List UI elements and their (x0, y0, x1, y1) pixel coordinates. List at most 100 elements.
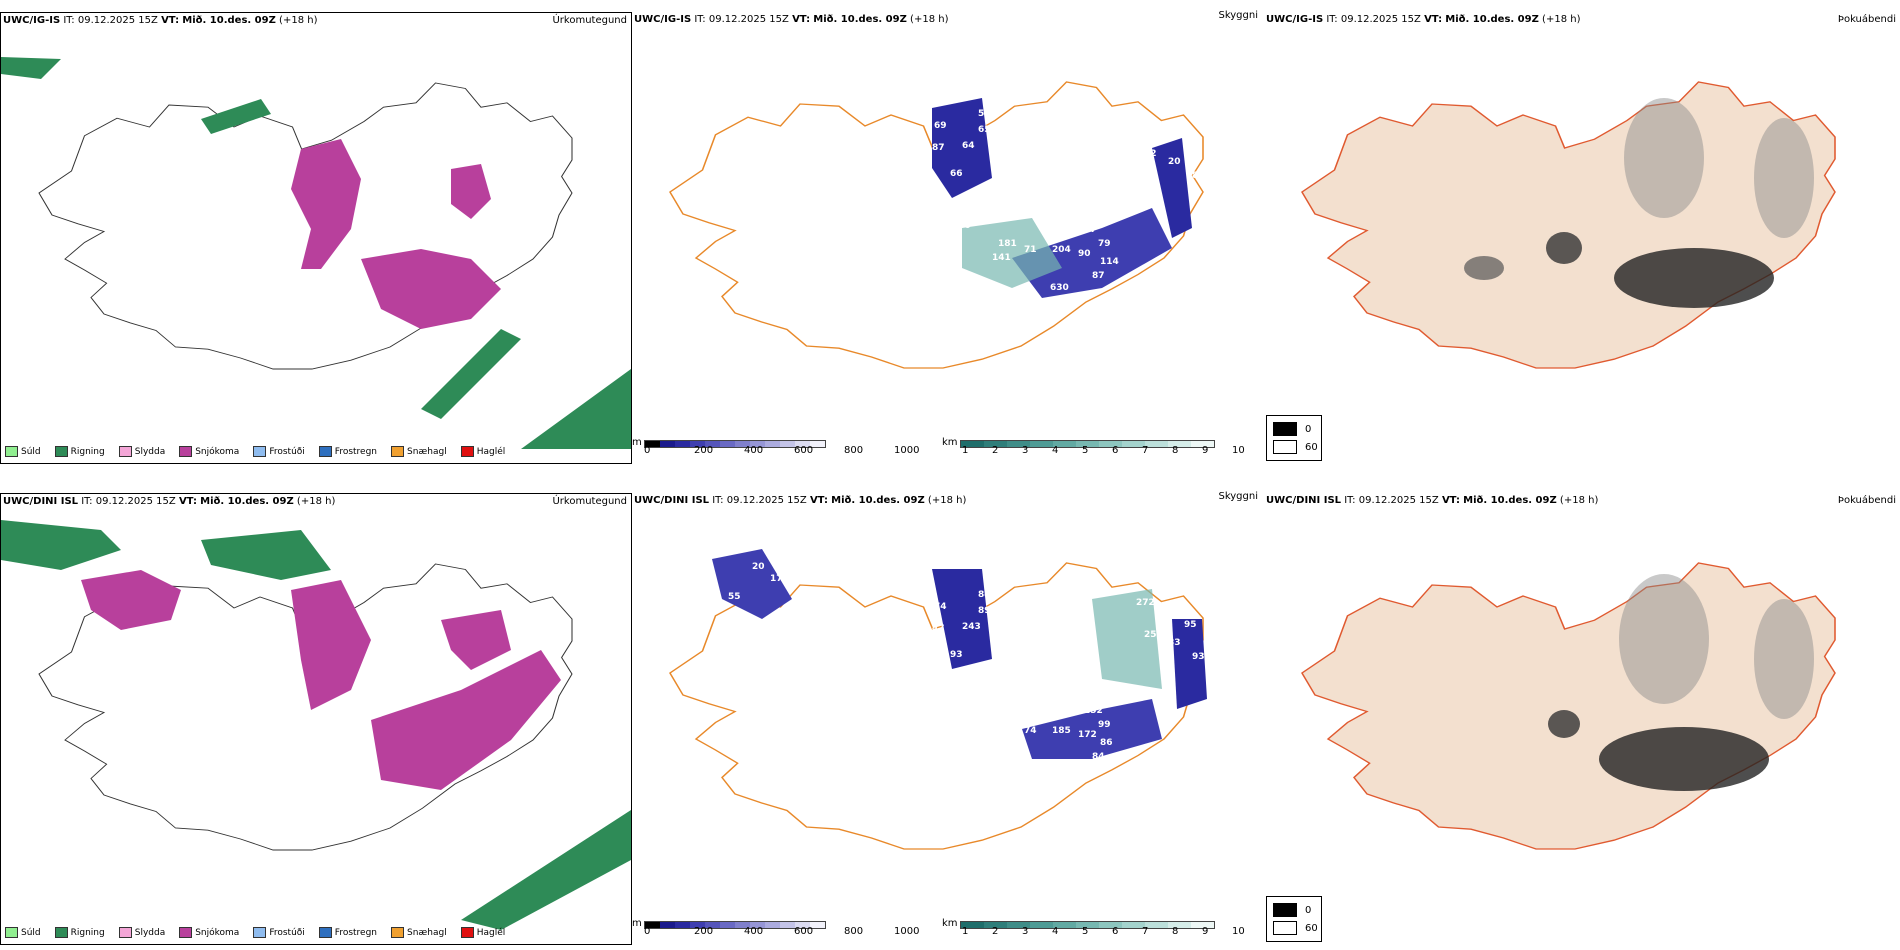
vis-number: 20 (752, 562, 765, 572)
legend-swatch (460, 446, 474, 457)
legend-item: Frostregn (318, 927, 387, 938)
elevation-unit: m (632, 437, 642, 448)
snow-area (441, 610, 511, 670)
vis-number: 132 (1068, 820, 1087, 830)
vis-number: 88 (1170, 612, 1183, 622)
vis-number: 16 (984, 181, 997, 191)
vis-number: 99 (1098, 720, 1111, 730)
rain-area (201, 99, 271, 134)
vis-number: 20 (1168, 157, 1181, 167)
vis-number: 630 (1050, 283, 1069, 293)
vis-number: 84 (1092, 752, 1105, 762)
fog-map-1 (1301, 81, 1836, 369)
rain-area (521, 369, 631, 449)
vis-title-2: UWC/DINI ISL IT: 09.12.2025 15Z VT: Mið.… (634, 495, 967, 506)
vis-number: 141 (992, 253, 1011, 263)
vis-number: 17 (770, 574, 783, 584)
fog-title-1: UWC/IG-IS IT: 09.12.2025 15Z VT: Mið. 10… (1266, 14, 1581, 25)
precip-title-1: UWC/IG-IS IT: 09.12.2025 15Z VT: Mið. 10… (3, 15, 318, 26)
elevation-strip (643, 921, 826, 929)
low-vis-area (932, 98, 992, 198)
precip-panel-1: UWC/IG-IS IT: 09.12.2025 15Z VT: Mið. 10… (0, 12, 632, 464)
legend-swatch (391, 446, 405, 457)
vis-number: 16 (994, 156, 1007, 166)
vis-strip (959, 921, 1215, 929)
legend-item: Snæhagl (391, 927, 457, 938)
vis-number: 272 (1136, 598, 1155, 608)
vis-number: 32 (1144, 149, 1157, 159)
precip-legend-1: Súld Rigning Slydda Snjókoma Frostúði Fr… (5, 446, 515, 457)
vis-number: 65 (1170, 131, 1183, 141)
vis-number: 55 (978, 109, 991, 119)
low-vis-area (1012, 208, 1172, 298)
vis-number: 82 (1192, 171, 1205, 181)
snow-area (81, 570, 181, 630)
fog-type-label-1: Þokuábendi (1837, 14, 1896, 25)
legend-item: Slydda (118, 446, 175, 457)
precip-map-2 (1, 520, 631, 930)
fog-legend-2: 0 60 (1266, 896, 1322, 942)
vis-number: 47 (932, 624, 945, 634)
legend-item: Rigning (54, 446, 115, 457)
vis-number: 93 (950, 650, 963, 660)
vis-number: 12 (1030, 682, 1043, 692)
precip-legend-2: Súld Rigning Slydda Snjókoma Frostúði Fr… (5, 927, 515, 938)
elevation-colorbar-2: m 0 200 400 600 800 1000 (632, 918, 919, 937)
vis-number: 204 (1052, 245, 1071, 255)
legend-swatch (5, 927, 18, 938)
vis-number: 71 (1024, 245, 1037, 255)
vis-number: 74 (934, 602, 947, 612)
legend-item: Rigning (54, 927, 115, 938)
rain-area (201, 530, 331, 580)
legend-item: Frostregn (318, 446, 387, 457)
legend-swatch (5, 446, 18, 457)
elevation-unit: m (632, 918, 642, 929)
legend-swatch (391, 927, 405, 938)
vis-panel-2: UWC/DINI ISL IT: 09.12.2025 15Z VT: Mið.… (632, 491, 1322, 945)
vis-strip (959, 440, 1215, 448)
legend-swatch (54, 446, 68, 457)
legend-item: Haglél (460, 927, 516, 938)
vis-panel-1: UWC/IG-IS IT: 09.12.2025 15Z VT: Mið. 10… (632, 10, 1322, 464)
legend-swatch (253, 446, 267, 457)
vis-type-label-2: Skyggni (1218, 491, 1258, 502)
elevation-colorbar-1: m 0 200 400 600 800 1000 (632, 437, 919, 456)
legend-item: Frostúði (253, 927, 314, 938)
precip-title-2: UWC/DINI ISL IT: 09.12.2025 15Z VT: Mið.… (3, 496, 336, 507)
fog-area (1546, 232, 1582, 264)
elevation-ticks: 0 200 400 600 800 1000 (644, 445, 920, 456)
vis-number: 87 (932, 143, 945, 153)
vis-number: 255 (1144, 630, 1163, 640)
vis-number: 84 (978, 590, 991, 600)
legend-item: Súld (5, 446, 51, 457)
vis-number: 69 (934, 121, 947, 131)
vis-number: 66 (950, 169, 963, 179)
legend-item: Snjókoma (179, 446, 249, 457)
rain-area (1, 520, 121, 570)
vis-number: 72 (992, 734, 1005, 744)
snow-area (371, 650, 561, 790)
vis-number: 66 (994, 637, 1007, 647)
legend-item: Snjókoma (179, 927, 249, 938)
vis-number: 87 (1084, 225, 1097, 235)
legend-swatch (118, 446, 132, 457)
fog-area (1599, 727, 1769, 791)
snow-area (451, 164, 491, 219)
rain-area (421, 329, 521, 419)
vis-haze (962, 218, 1062, 288)
vis-number: 94 (1050, 764, 1063, 774)
fog-panel-2: UWC/DINI ISL IT: 09.12.2025 15Z VT: Mið.… (1264, 493, 1900, 945)
legend-swatch (179, 927, 193, 938)
low-vis-area (1022, 699, 1162, 759)
precip-panel-2: UWC/DINI ISL IT: 09.12.2025 15Z VT: Mið.… (0, 493, 632, 945)
vis-colorbar-1: km 1 2 3 4 5 6 7 8 9 10 (942, 437, 1245, 456)
legend-swatch (318, 927, 332, 938)
vis-number: 6 (958, 702, 964, 712)
snow-area (361, 249, 501, 329)
vis-type-label-1: Skyggni (1218, 10, 1258, 21)
vis-haze (1092, 589, 1162, 689)
legend-item: Haglél (460, 446, 516, 457)
fog-legend-1: 0 60 (1266, 415, 1322, 461)
vis-number: 95 (1184, 620, 1197, 630)
